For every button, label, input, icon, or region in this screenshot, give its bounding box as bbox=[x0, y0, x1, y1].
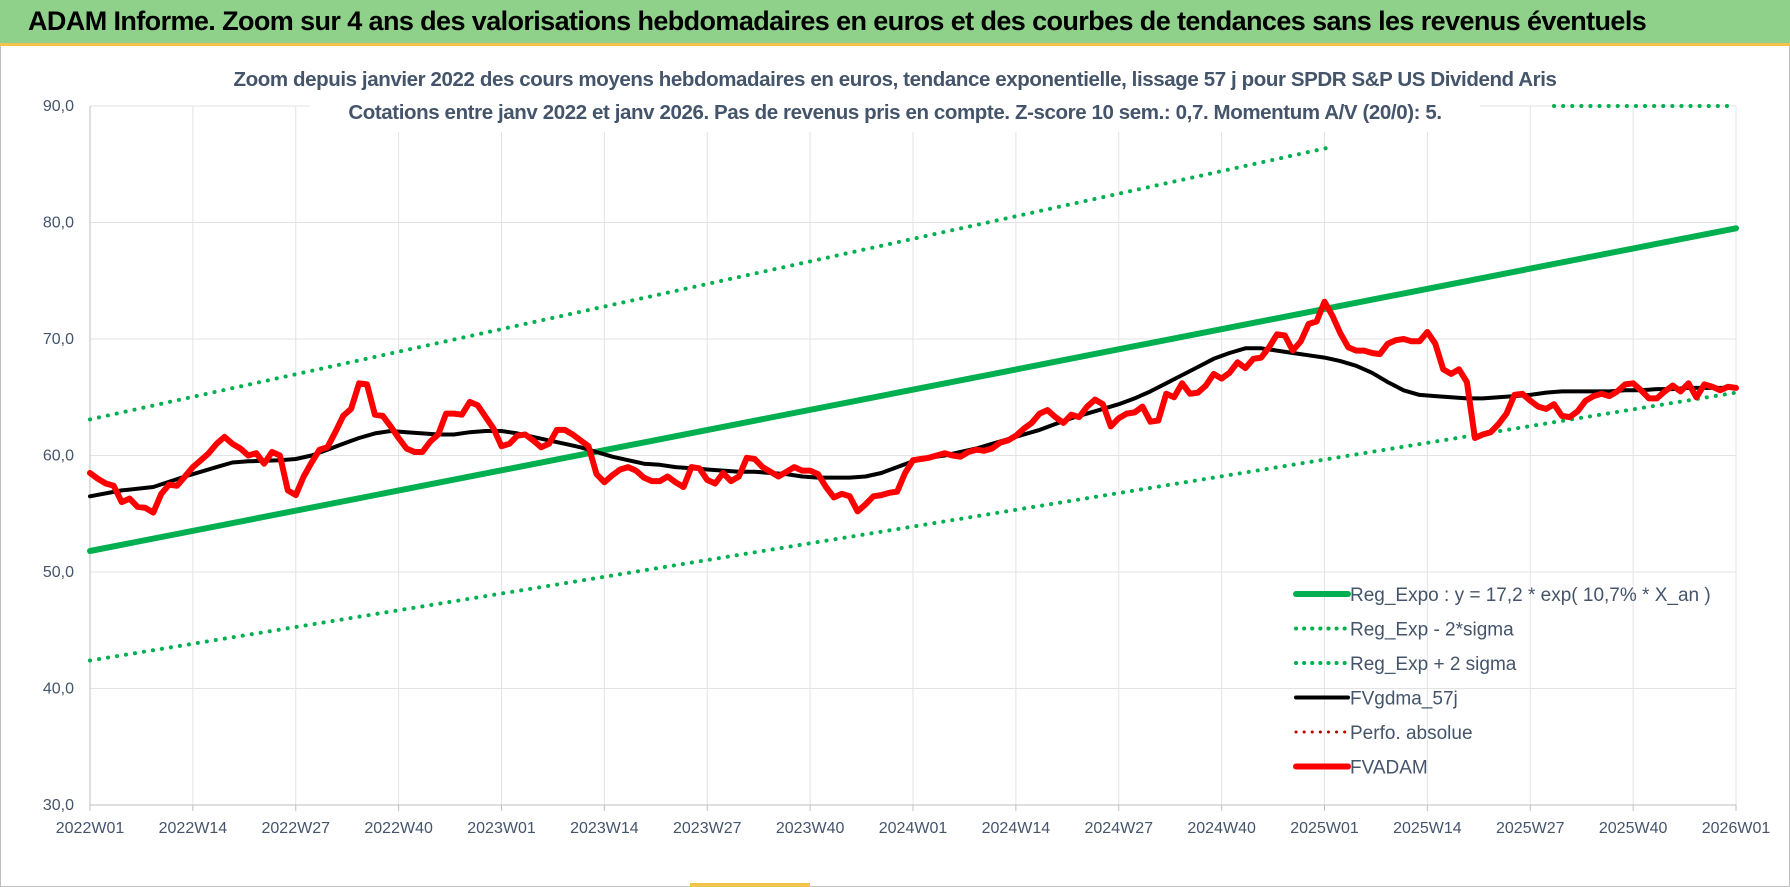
x-tick-label: 2022W27 bbox=[262, 820, 331, 837]
bottom-accent bbox=[690, 883, 810, 887]
chart-legend: Reg_Expo : y = 17,2 * exp( 10,7% * X_an … bbox=[1293, 585, 1711, 779]
y-tick-label: 90,0 bbox=[43, 98, 74, 115]
x-tick-label: 2024W14 bbox=[982, 820, 1051, 837]
series-line-reg-expo-y-17-2-exp-10-7-x-an bbox=[87, 225, 1739, 554]
report-title: ADAM Informe. Zoom sur 4 ans des valoris… bbox=[28, 6, 1647, 36]
y-tick-label: 50,0 bbox=[43, 564, 74, 581]
x-tick-label: 2025W14 bbox=[1393, 820, 1462, 837]
legend-label: Reg_Exp + 2 sigma bbox=[1350, 654, 1517, 675]
x-tick-label: 2023W14 bbox=[570, 820, 639, 837]
x-tick-label: 2026W01 bbox=[1702, 820, 1771, 837]
chart-title-line-2: Cotations entre janv 2022 et janv 2026. … bbox=[348, 101, 1441, 124]
x-tick-label: 2024W40 bbox=[1187, 820, 1256, 837]
y-tick-label: 70,0 bbox=[43, 331, 74, 348]
x-tick-label: 2024W27 bbox=[1085, 820, 1154, 837]
report-header: ADAM Informe. Zoom sur 4 ans des valoris… bbox=[0, 0, 1790, 46]
x-tick-label: 2025W01 bbox=[1290, 820, 1359, 837]
x-tick-label: 2024W01 bbox=[879, 820, 948, 837]
y-tick-label: 80,0 bbox=[43, 215, 74, 232]
x-tick-label: 2025W27 bbox=[1496, 820, 1565, 837]
y-tick-label: 60,0 bbox=[43, 448, 74, 465]
legend-label: Reg_Exp - 2*sigma bbox=[1350, 620, 1514, 641]
chart-series bbox=[87, 104, 1739, 663]
x-tick-label: 2023W40 bbox=[776, 820, 845, 837]
chart-title-line-1: Zoom depuis janvier 2022 des cours moyen… bbox=[233, 68, 1556, 91]
x-tick-label: 2022W01 bbox=[56, 820, 125, 837]
y-tick-label: 30,0 bbox=[43, 797, 74, 814]
line-chart: 30,040,050,060,070,080,090,0 2022W01 2022… bbox=[43, 68, 1771, 837]
x-tick-labels: 2022W01 2022W14 2022W27 2022W40 2023W01 2023W… bbox=[56, 820, 1771, 837]
series-line-fvadam bbox=[87, 298, 1739, 516]
x-tick-label: 2023W01 bbox=[467, 820, 536, 837]
y-tick-label: 40,0 bbox=[43, 681, 74, 698]
subtitle-background-2 bbox=[310, 100, 1480, 132]
legend-label: FVgdma_57j bbox=[1350, 689, 1458, 710]
chart-axes bbox=[89, 106, 1736, 806]
x-tick-label: 2022W40 bbox=[364, 820, 433, 837]
x-tick-label: 2025W40 bbox=[1599, 820, 1668, 837]
y-tick-labels: 30,0 40,0 50,0 60,0 70,0 80,0 90,0 bbox=[43, 98, 74, 814]
legend-label: Perfo. absolue bbox=[1350, 723, 1473, 744]
legend-label: FVADAM bbox=[1350, 758, 1428, 779]
series-line-reg-exp-2-sigma bbox=[88, 144, 1335, 422]
x-tick-label: 2022W14 bbox=[159, 820, 228, 837]
legend-label: Reg_Expo : y = 17,2 * exp( 10,7% * X_an … bbox=[1350, 585, 1711, 606]
subtitle-background bbox=[220, 68, 1570, 102]
x-tick-label: 2023W27 bbox=[673, 820, 742, 837]
